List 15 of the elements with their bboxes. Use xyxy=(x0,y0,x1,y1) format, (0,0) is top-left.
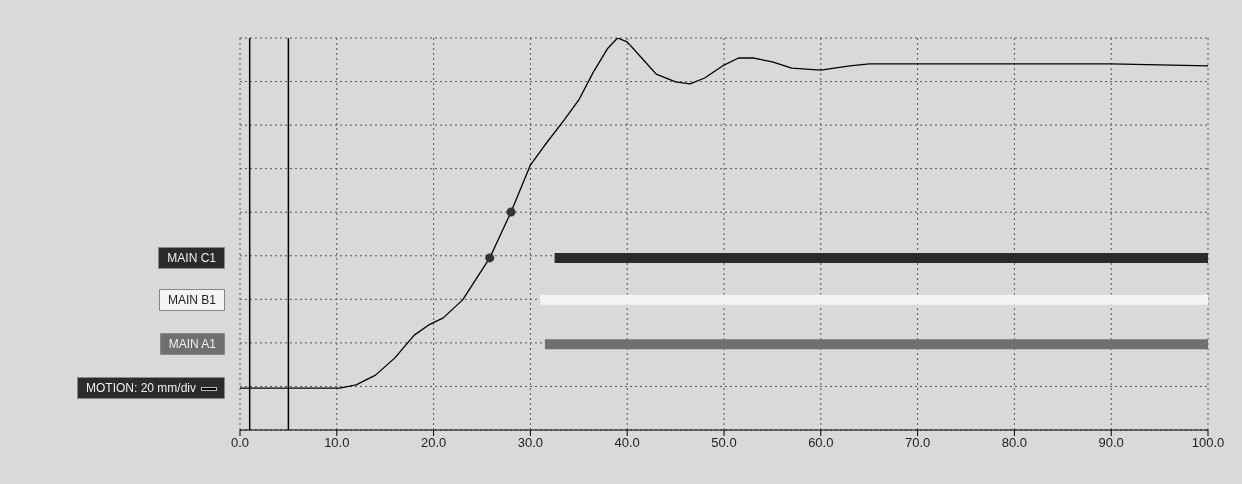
x-tick-label: 100.0 xyxy=(1191,435,1225,451)
x-tick-label: 90.0 xyxy=(1098,435,1124,451)
x-tick-label: 40.0 xyxy=(614,435,640,451)
x-tick-label: 60.0 xyxy=(808,435,834,451)
legend-label: MOTION: 20 mm/div xyxy=(76,377,225,400)
x-tick-label: 30.0 xyxy=(517,435,544,451)
x-tick-label: 0.0 xyxy=(230,435,250,451)
x-tick-label: 10.0 xyxy=(324,435,350,451)
x-tick-label: 70.0 xyxy=(904,435,931,451)
text: MAIN A1 xyxy=(159,333,225,356)
x-tick-label: 50.0 xyxy=(711,435,737,451)
x-tick-label: 80.0 xyxy=(1001,435,1028,451)
x-tick-label: 20.0 xyxy=(420,435,447,451)
text: MAIN B1 xyxy=(158,288,225,311)
text: MAIN C1 xyxy=(158,246,225,269)
